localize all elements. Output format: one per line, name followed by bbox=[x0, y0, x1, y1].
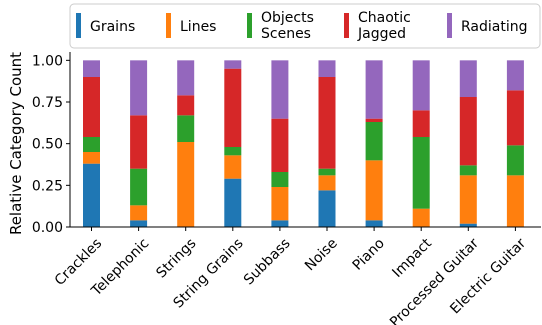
bar-electric-guitar-series-2 bbox=[506, 145, 524, 176]
legend-frame bbox=[69, 3, 541, 49]
bar-subbass-series-2 bbox=[271, 172, 289, 187]
x-tick-label: Subbass bbox=[241, 235, 294, 288]
bar-piano-series-2 bbox=[365, 122, 383, 161]
bar-noise-series-0 bbox=[318, 190, 336, 227]
bar-impact-series-3 bbox=[412, 110, 430, 137]
bar-strings-series-4 bbox=[177, 60, 195, 96]
x-tick-label: Impact bbox=[389, 235, 435, 281]
bar-processed-guitar-series-2 bbox=[459, 165, 477, 176]
bar-piano-series-3 bbox=[365, 118, 383, 122]
bar-processed-guitar-series-3 bbox=[459, 97, 477, 166]
bar-strings-series-2 bbox=[177, 115, 195, 142]
x-tick-label: Noise bbox=[302, 235, 341, 274]
bar-piano-series-0 bbox=[365, 220, 383, 227]
bar-crackles-series-1 bbox=[83, 152, 100, 164]
bar-telephonic-series-0 bbox=[130, 220, 148, 227]
bar-noise-series-1 bbox=[318, 175, 336, 191]
bar-piano-series-1 bbox=[365, 160, 383, 221]
bar-strings-series-3 bbox=[177, 95, 195, 116]
legend-swatch bbox=[447, 13, 452, 38]
y-tick-label: 0.50 bbox=[32, 137, 63, 153]
bar-crackles-series-4 bbox=[83, 60, 100, 77]
y-tick-label: 0.25 bbox=[32, 178, 63, 194]
legend-swatch bbox=[166, 13, 171, 38]
bar-processed-guitar-series-4 bbox=[459, 60, 477, 97]
bar-crackles-series-0 bbox=[83, 163, 100, 227]
bar-impact-series-4 bbox=[412, 60, 430, 111]
bar-impact-series-1 bbox=[412, 208, 430, 227]
bar-telephonic-series-4 bbox=[130, 60, 148, 116]
legend-swatch bbox=[344, 13, 349, 38]
bar-noise-series-3 bbox=[318, 77, 336, 169]
bar-string-grains-series-0 bbox=[224, 178, 242, 227]
bar-subbass-series-1 bbox=[271, 187, 289, 221]
bar-noise-series-2 bbox=[318, 168, 336, 176]
bar-subbass-series-0 bbox=[271, 220, 289, 227]
bar-strings-series-1 bbox=[177, 142, 195, 227]
bar-electric-guitar-series-1 bbox=[506, 175, 524, 227]
bar-processed-guitar-series-0 bbox=[459, 223, 477, 227]
legend-label: Lines bbox=[180, 19, 216, 35]
bar-crackles-series-2 bbox=[83, 137, 100, 152]
bar-string-grains-series-4 bbox=[224, 60, 242, 69]
legend-label: Chaotic Jagged bbox=[357, 10, 411, 42]
legend: Grains Lines Objects Scenes Chaotic Jagged Rad… bbox=[69, 3, 541, 49]
bar-string-grains-series-2 bbox=[224, 147, 242, 156]
bar-electric-guitar-series-3 bbox=[506, 90, 524, 146]
bar-string-grains-series-3 bbox=[224, 68, 242, 147]
bar-subbass-series-4 bbox=[271, 60, 289, 119]
y-tick-label: 1.00 bbox=[32, 53, 63, 69]
bar-processed-guitar-series-1 bbox=[459, 175, 477, 224]
y-tick-label: 0.75 bbox=[32, 95, 63, 111]
legend-swatch bbox=[76, 13, 81, 38]
y-tick-label: 0.00 bbox=[32, 220, 63, 236]
legend-label: Radiating bbox=[461, 19, 528, 35]
y-axis-title: Relative Category Count bbox=[7, 52, 25, 235]
bar-impact-series-2 bbox=[412, 137, 430, 209]
bars-group bbox=[83, 60, 524, 227]
x-tick-label: Strings bbox=[153, 235, 199, 281]
bar-subbass-series-3 bbox=[271, 118, 289, 172]
legend-label: Grains bbox=[90, 19, 135, 35]
legend-label: Objects Scenes bbox=[261, 10, 314, 42]
bar-noise-series-4 bbox=[318, 60, 336, 77]
bar-telephonic-series-1 bbox=[130, 205, 148, 221]
bar-telephonic-series-3 bbox=[130, 115, 148, 169]
bar-electric-guitar-series-4 bbox=[506, 60, 524, 91]
legend-swatch bbox=[247, 13, 252, 38]
x-tick-label: Piano bbox=[350, 235, 388, 273]
bar-piano-series-4 bbox=[365, 60, 383, 119]
bar-string-grains-series-1 bbox=[224, 155, 242, 179]
bar-telephonic-series-2 bbox=[130, 168, 148, 206]
bar-crackles-series-3 bbox=[83, 77, 100, 137]
